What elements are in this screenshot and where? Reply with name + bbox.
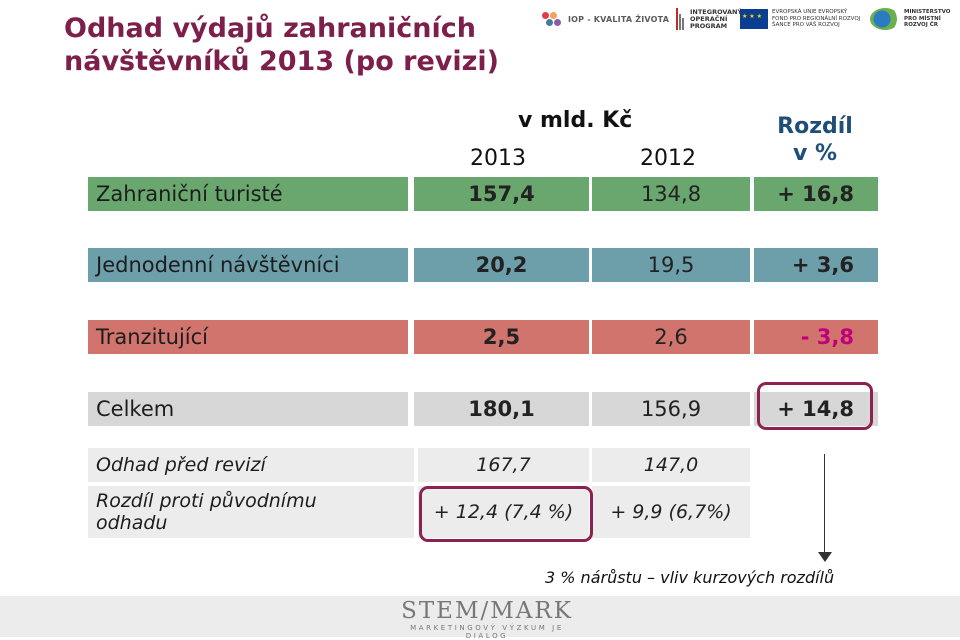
iop-logo: IOP - KVALITA ŽIVOTA bbox=[542, 6, 669, 32]
difference-header-line1: Rozdíl bbox=[777, 114, 853, 139]
row-label: Tranzitující bbox=[88, 320, 408, 354]
value-difference: + 3,6 bbox=[754, 248, 878, 282]
value-2012: 19,5 bbox=[592, 248, 750, 282]
value-2012: 156,9 bbox=[592, 392, 750, 426]
eu-flag-icon bbox=[740, 9, 768, 29]
ministry-emblem-icon bbox=[870, 8, 900, 30]
value-2013: 2,5 bbox=[414, 320, 589, 354]
stem-mark-logo: STEM/MARK MARKETINGOVÝ VÝZKUM JE DIALOG bbox=[392, 598, 582, 640]
value-difference: + 14,8 bbox=[754, 392, 878, 426]
table-row-transit: Tranzitující 2,5 2,6 - 3,8 bbox=[88, 320, 878, 354]
value-2013: + 12,4 (7,4 %) bbox=[418, 486, 589, 538]
row-label: Odhad před revizí bbox=[88, 448, 414, 482]
eu-logo-text: EVROPSKÁ UNIE EVROPSKÝ FOND PRO REGIONÁL… bbox=[772, 9, 861, 29]
program-bars-icon bbox=[676, 8, 686, 30]
year-2012-header: 2012 bbox=[640, 146, 696, 171]
ministry-logo-text: MINISTERSTVO PRO MÍSTNÍ ROZVOJ ČR bbox=[904, 9, 951, 29]
row-label: Jednodenní návštěvníci bbox=[88, 248, 408, 282]
row-label-line1: Rozdíl proti původnímu bbox=[96, 490, 317, 512]
slide-title: Odhad výdajů zahraničních návštěvníků 20… bbox=[64, 13, 499, 77]
value-difference: + 16,8 bbox=[754, 177, 878, 211]
footer-band bbox=[0, 596, 960, 637]
iop-dots-icon bbox=[542, 12, 564, 26]
table-row-estimate-before-revision: Odhad před revizí 167,7 147,0 bbox=[88, 448, 750, 482]
year-2013-header: 2013 bbox=[470, 146, 526, 171]
table-row-day-visitors: Jednodenní návštěvníci 20,2 19,5 + 3,6 bbox=[88, 248, 878, 282]
row-label: Zahraniční turisté bbox=[88, 177, 408, 211]
program-logo: INTEGROVANÝ OPERAČNÍ PROGRAM bbox=[676, 6, 743, 32]
value-2012: 134,8 bbox=[592, 177, 750, 211]
value-2012: + 9,9 (6,7%) bbox=[592, 486, 750, 538]
table-row-total: Celkem 180,1 156,9 + 14,8 bbox=[88, 392, 878, 426]
unit-label: v mld. Kč bbox=[518, 108, 633, 133]
stem-mark-brand: STEM/MARK bbox=[401, 598, 573, 624]
table-row-difference-vs-original: Rozdíl proti původnímu odhadu + 12,4 (7,… bbox=[88, 486, 750, 538]
arrow-down-icon bbox=[818, 552, 832, 562]
row-label-line2: odhadu bbox=[96, 512, 168, 534]
difference-header: Rozdíl v % bbox=[760, 113, 870, 167]
iop-logo-text: IOP - KVALITA ŽIVOTA bbox=[568, 14, 670, 24]
value-2013: 180,1 bbox=[414, 392, 589, 426]
row-label: Celkem bbox=[88, 392, 408, 426]
table-row-foreign-tourists: Zahraniční turisté 157,4 134,8 + 16,8 bbox=[88, 177, 878, 211]
value-2013: 157,4 bbox=[414, 177, 589, 211]
value-2012: 2,6 bbox=[592, 320, 750, 354]
row-label: Rozdíl proti původnímu odhadu bbox=[88, 486, 414, 538]
program-logo-text: INTEGROVANÝ OPERAČNÍ PROGRAM bbox=[690, 7, 743, 30]
value-difference: - 3,8 bbox=[754, 320, 878, 354]
stem-mark-tagline: MARKETINGOVÝ VÝZKUM JE DIALOG bbox=[410, 624, 564, 640]
value-2013: 20,2 bbox=[414, 248, 589, 282]
ministry-logo: MINISTERSTVO PRO MÍSTNÍ ROZVOJ ČR bbox=[870, 6, 958, 32]
revision-difference-highlight bbox=[419, 486, 593, 542]
value-2012: 147,0 bbox=[592, 448, 750, 482]
eu-logo: EVROPSKÁ UNIE EVROPSKÝ FOND PRO REGIONÁL… bbox=[740, 6, 865, 32]
value-2013: 167,7 bbox=[418, 448, 589, 482]
arrow-line bbox=[824, 454, 825, 560]
difference-header-line2: v % bbox=[792, 141, 838, 166]
total-difference-highlight bbox=[757, 382, 873, 430]
exchange-rate-note: 3 % nárůstu – vliv kurzových rozdílů bbox=[545, 568, 835, 587]
